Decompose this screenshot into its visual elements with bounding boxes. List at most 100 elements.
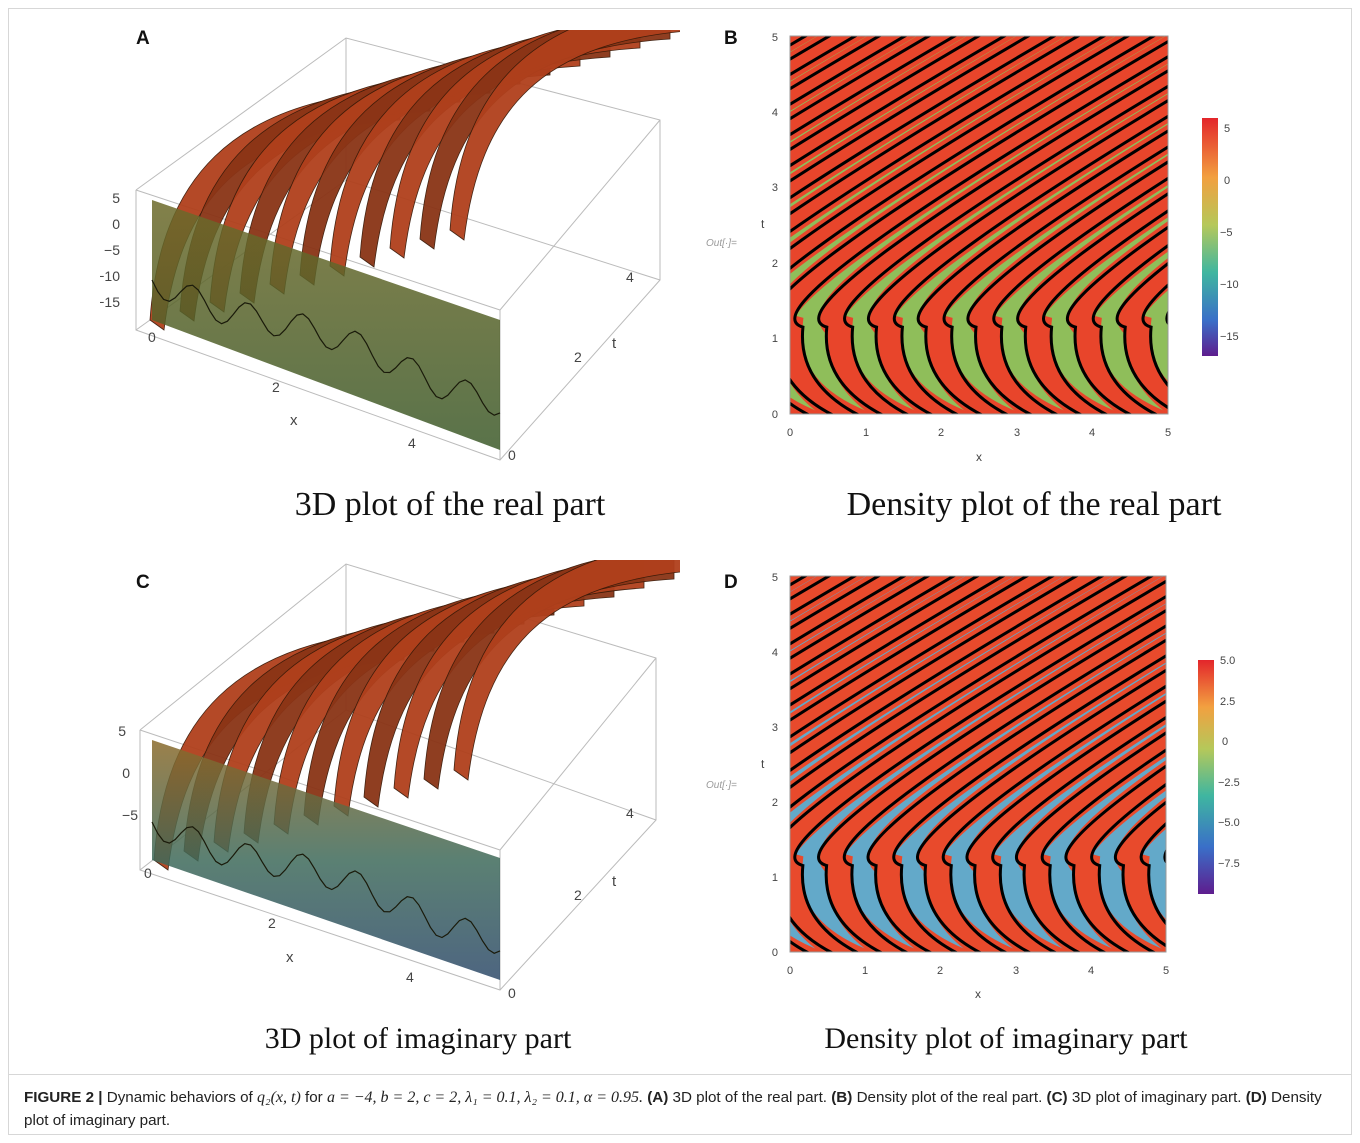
density-bands — [756, 568, 1276, 972]
density-band — [819, 64, 1168, 414]
caption-item-text: 3D plot of the real part. — [668, 1089, 828, 1106]
plot-frame — [789, 35, 1169, 415]
density-band — [790, 36, 1066, 205]
density-band — [1068, 221, 1168, 414]
x-tick: 0 — [787, 965, 793, 977]
x-tick: 4 — [1088, 965, 1094, 977]
density-band — [968, 155, 1168, 414]
contour-line — [916, 129, 1168, 414]
surface-front-wave — [151, 821, 501, 954]
t-axis-label: t — [612, 335, 617, 352]
subplot-caption-d: Density plot of imaginary part — [824, 1022, 1188, 1055]
z-tick: 5 — [118, 723, 126, 739]
density-bands — [756, 28, 1168, 434]
contour-line — [790, 36, 982, 152]
surface-front-wave — [151, 279, 501, 416]
contour-line — [866, 98, 1168, 414]
y-axis-ticks: 0 1 2 3 4 5 — [772, 572, 778, 959]
contour-line — [866, 638, 1166, 952]
z-tick: 0 — [122, 765, 130, 781]
x-axis-label: x — [975, 987, 981, 1001]
legend-tick: 0 — [1222, 736, 1228, 748]
x-tick: 4 — [406, 969, 414, 985]
plot-frame — [789, 575, 1167, 953]
y-tick: 1 — [772, 333, 778, 345]
x-tick: 1 — [863, 427, 869, 439]
density-band — [790, 576, 1114, 777]
caption-function: q₂(x, t) — [257, 1089, 301, 1106]
density-band — [1227, 568, 1276, 972]
contour-line — [790, 36, 1081, 216]
subplot-caption-a: 3D plot of the real part — [294, 486, 606, 523]
figure-frame — [8, 8, 1352, 1135]
z-tick: 0 — [112, 216, 120, 232]
density-band — [868, 633, 1166, 952]
contour-line — [1141, 283, 1168, 388]
y-tick: 4 — [772, 647, 778, 659]
legend-tick: −7.5 — [1218, 858, 1240, 870]
contour-line — [790, 36, 1032, 183]
density-band — [869, 93, 1168, 414]
legend-tick: −2.5 — [1218, 777, 1240, 789]
contour-line — [790, 576, 1030, 722]
contour-line — [991, 715, 1166, 952]
contour-line — [1091, 243, 1168, 414]
density-band — [1165, 852, 1166, 862]
density-band — [756, 28, 777, 434]
contour-line — [790, 36, 1008, 168]
caption-item-label: (C) — [1042, 1089, 1068, 1106]
x-axis-label: x — [286, 949, 294, 966]
t-axis-label: t — [612, 873, 617, 890]
legend-ticks: 5.0 2.5 0 −2.5 −5.0 −7.5 — [1218, 655, 1240, 870]
legend-tick: 0 — [1224, 175, 1230, 187]
contour-line — [1113, 800, 1166, 948]
x-axis-ticks: 0 1 2 3 4 5 — [787, 427, 1171, 439]
x-tick: 3 — [1014, 427, 1020, 439]
y-tick: 5 — [772, 572, 778, 584]
x-axis-ticks: 0 2 4 — [148, 329, 416, 451]
surface-front-face — [152, 740, 500, 980]
contour-line — [916, 668, 1166, 952]
contour-line — [1065, 225, 1168, 414]
z-tick: −15 — [100, 294, 120, 310]
density-band — [790, 36, 1168, 414]
density-band — [790, 576, 1065, 744]
y-tick: 0 — [772, 947, 778, 959]
x-axis-ticks: 0 1 2 3 4 5 — [787, 965, 1169, 977]
z-tick: −5 — [122, 807, 138, 823]
t-tick: 0 — [508, 985, 516, 1001]
contour-line — [1214, 568, 1276, 972]
caption-intro: Dynamic behaviors of — [102, 1089, 257, 1106]
contour-line — [790, 36, 1157, 414]
density-band — [790, 576, 1015, 712]
caption-for: for — [300, 1089, 327, 1106]
y-tick: 5 — [772, 32, 778, 44]
contour-line — [1064, 764, 1166, 952]
y-axis-label: t — [761, 757, 765, 771]
t-tick: 4 — [626, 269, 634, 285]
contour-line — [790, 36, 1131, 251]
contour-line — [1240, 568, 1276, 972]
contour-line — [790, 576, 1129, 790]
color-legend — [1198, 660, 1214, 894]
x-tick: 2 — [268, 915, 276, 931]
t-tick: 2 — [574, 349, 582, 365]
contour-line — [790, 576, 1056, 739]
legend-tick: −5 — [1220, 227, 1233, 239]
x-tick: 2 — [272, 379, 280, 395]
subplot-caption-c: 3D plot of imaginary part — [264, 1022, 572, 1055]
caption-item-label: (A) — [643, 1089, 669, 1106]
density-band — [756, 568, 777, 972]
x-tick: 4 — [408, 435, 416, 451]
x-tick: 0 — [787, 427, 793, 439]
x-tick: 5 — [1165, 427, 1171, 439]
density-band — [790, 36, 1116, 238]
density-band — [1066, 760, 1166, 952]
contour-line — [1139, 821, 1166, 926]
x-tick: 0 — [144, 865, 152, 881]
subplot-caption-b: Density plot of the real part — [846, 486, 1222, 523]
caption-item-text: Density plot of the real part. — [852, 1089, 1043, 1106]
density-plot-imaginary: 0 1 2 3 4 5 t 0 1 2 3 4 5 x 5.0 2.5 0 −2… — [756, 568, 1276, 1001]
caption-item-label: (B) — [827, 1089, 853, 1106]
surface-plot-real: 5 0 −5 −10 −15 0 2 4 x 0 2 4 t — [100, 30, 680, 463]
